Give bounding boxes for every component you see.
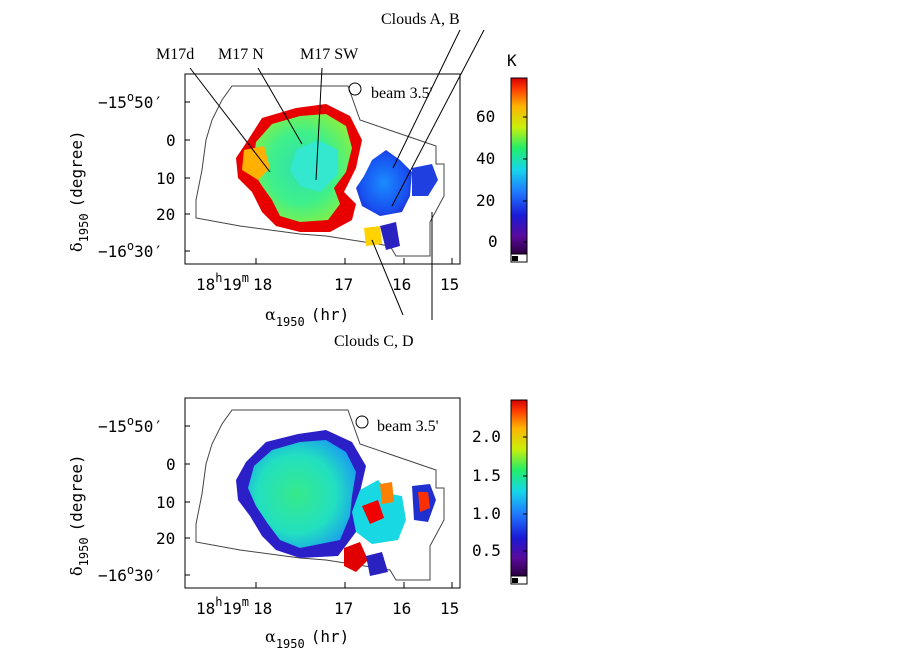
bottom-cloud-east-core	[418, 492, 430, 512]
bottom-red-cloud-2	[380, 482, 394, 504]
top-cyan-center	[290, 140, 338, 192]
top-xlabel: α1950 (hr)	[265, 305, 349, 329]
top-blue-cloud-ab	[356, 150, 412, 216]
top-cbar-tick-60: 60	[476, 107, 495, 126]
annotation-leader-lines	[189, 29, 485, 320]
bottom-red-lower	[344, 542, 368, 572]
bottom-xtick-16: 16	[392, 599, 411, 618]
bottom-ytick-30: −16o30′	[98, 563, 163, 585]
bottom-beam-label: beam 3.5'	[377, 418, 439, 435]
bottom-colorbar: 2.0 1.5 1.0 0.5	[472, 399, 528, 585]
annotation-m17sw: M17 SW	[300, 46, 359, 63]
top-xtick-18h19m18: 18h19m 18	[196, 271, 272, 294]
bottom-emission-map	[236, 430, 436, 576]
top-blue-cloud-east	[412, 164, 438, 196]
top-yellow-spot	[364, 226, 382, 246]
bottom-ytick-20: 20	[156, 529, 175, 548]
bottom-ytick-10: 10	[156, 493, 175, 512]
annotation-clouds-cd: Clouds C, D	[334, 333, 414, 350]
top-xtick-17: 17	[334, 275, 353, 294]
bottom-cbar-tick-2.0: 2.0	[472, 427, 501, 446]
top-colorbar: K 60 40 20 0	[476, 51, 528, 263]
annotation-clouds-ab: Clouds A, B	[381, 11, 460, 28]
annotation-m17d: M17d	[156, 46, 194, 63]
top-orange-streak	[242, 146, 270, 180]
bottom-xlabel: α1950 (hr)	[265, 627, 349, 651]
top-cbar-tick-20: 20	[476, 191, 495, 210]
top-cbar-tick-0: 0	[488, 232, 498, 251]
top-beam-label: beam 3.5'	[371, 85, 433, 102]
top-xtick-16: 16	[392, 275, 411, 294]
bottom-xtick-18h19m18: 18h19m 18	[196, 595, 272, 618]
top-ytick-30: −16o30′	[98, 239, 163, 261]
bottom-blue-lower	[366, 552, 388, 576]
bottom-xtick-15: 15	[440, 599, 459, 618]
top-ytick-50: −15o50′	[98, 90, 163, 112]
bottom-ytick-0: 0	[166, 455, 176, 474]
bottom-red-cloud	[362, 500, 384, 524]
top-ytick-10: 10	[156, 169, 175, 188]
top-colorbar-unit: K	[507, 51, 517, 70]
bottom-cbar-tick-1.0: 1.0	[472, 504, 501, 523]
top-emission-map	[236, 104, 438, 250]
top-plot-frame	[184, 73, 461, 265]
annotation-m17n: M17 N	[218, 46, 264, 63]
top-cbar-tick-40: 40	[476, 149, 495, 168]
top-blue-lower	[380, 222, 400, 250]
bottom-ytick-50: −15o50′	[98, 414, 163, 436]
bottom-plot-frame	[184, 397, 461, 589]
bottom-cbar-tick-0.5: 0.5	[472, 541, 501, 560]
bottom-tick-marks	[185, 425, 453, 588]
top-tick-marks	[185, 101, 453, 264]
top-ylabel: δ1950(degree)	[67, 130, 91, 252]
top-ytick-20: 20	[156, 205, 175, 224]
bottom-green-core	[248, 440, 356, 548]
bottom-survey-boundary	[195, 409, 445, 581]
top-beam-icon	[348, 82, 362, 96]
bottom-beam-icon	[355, 415, 369, 429]
top-xtick-15: 15	[440, 275, 459, 294]
top-panel: beam 3.5' M17d M17 N M17 SW Clouds A, B …	[67, 11, 528, 350]
bottom-cbar-tick-1.5: 1.5	[472, 466, 501, 485]
bottom-xtick-17: 17	[334, 599, 353, 618]
top-ytick-0: 0	[166, 131, 176, 150]
bottom-ylabel: δ1950(degree)	[67, 454, 91, 576]
bottom-panel: beam 3.5' −15o50′ 0 10 20 −16o30′ 18h19m…	[67, 397, 528, 651]
